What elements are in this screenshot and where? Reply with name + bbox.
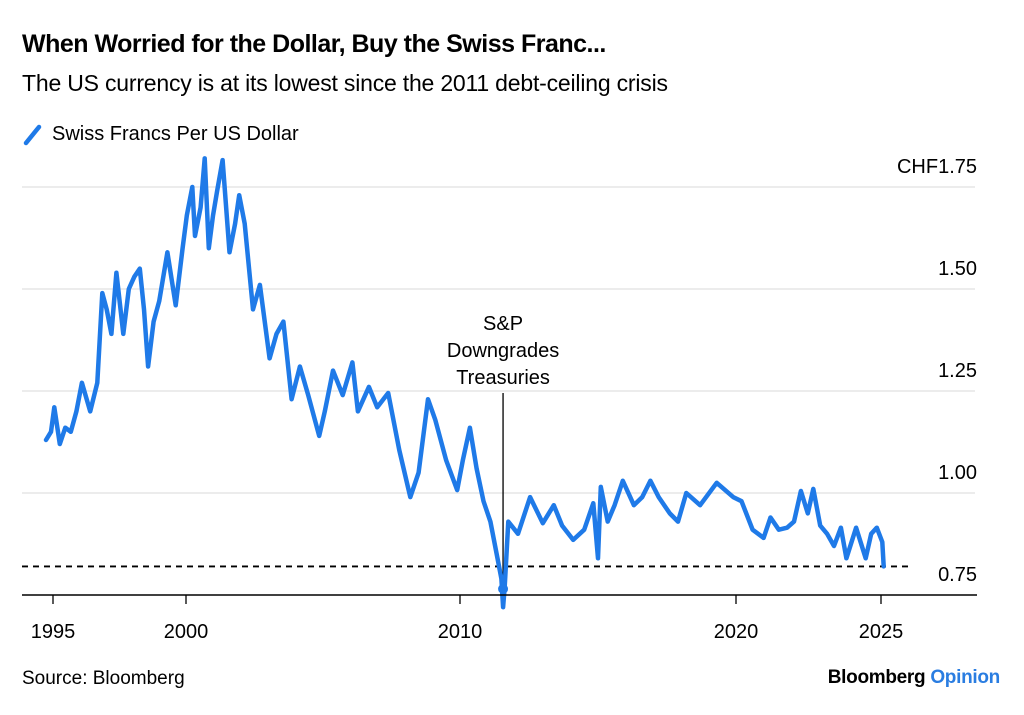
y-tick-label: 0.75	[938, 564, 977, 586]
legend-line-icon	[23, 124, 42, 145]
chart-title: When Worried for the Dollar, Buy the Swi…	[22, 30, 606, 58]
logo-brand: Bloomberg	[827, 667, 926, 688]
annotation-text: Treasuries	[456, 367, 550, 389]
y-tick-label: 1.25	[938, 360, 977, 382]
x-tick-label: 2010	[438, 621, 483, 643]
y-tick-label: CHF1.75	[897, 156, 977, 178]
x-tick-label: 2025	[859, 621, 904, 643]
annotation-text: S&P	[483, 313, 523, 335]
annotation-text: Downgrades	[447, 340, 559, 362]
x-tick-label: 1995	[31, 621, 76, 643]
source-note: Source: Bloomberg	[22, 668, 185, 689]
x-tick-label: 2000	[164, 621, 209, 643]
y-tick-label: 1.50	[938, 258, 977, 280]
y-tick-label: 1.00	[938, 462, 977, 484]
series-line-swiss-francs-per-us-dollar	[43, 156, 886, 610]
bloomberg-opinion-logo: Bloomberg Opinion	[827, 667, 1001, 689]
x-tick-label: 2020	[714, 621, 759, 643]
annotation-marker	[498, 583, 509, 594]
logo-section: Opinion	[930, 667, 1000, 688]
chart-subtitle: The US currency is at its lowest since t…	[22, 70, 668, 96]
legend: Swiss Francs Per US Dollar	[22, 123, 299, 146]
legend-label: Swiss Francs Per US Dollar	[52, 123, 299, 145]
